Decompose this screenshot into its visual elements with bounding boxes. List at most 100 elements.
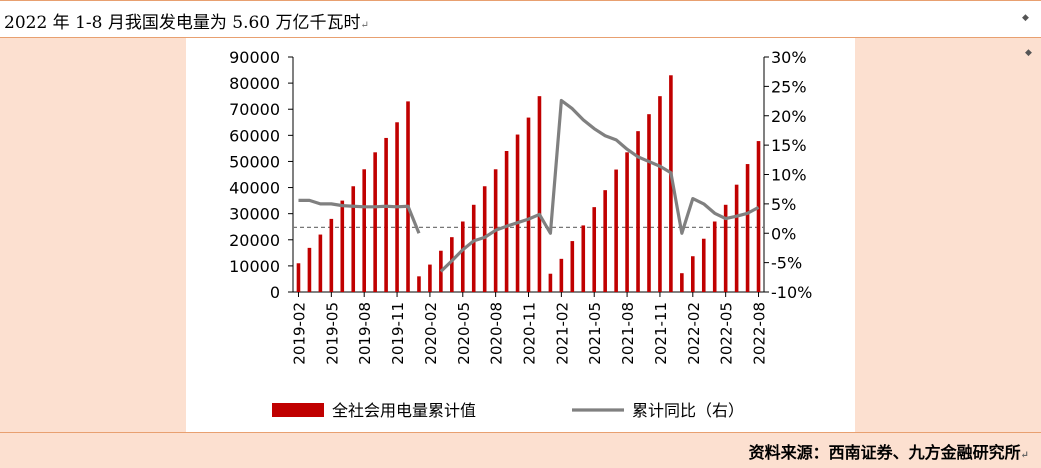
bar-2020-02	[428, 264, 432, 292]
bar-2020-05	[460, 221, 465, 292]
bar-2021-11	[658, 96, 662, 292]
bar-2022-01	[680, 273, 684, 292]
bar-2020-10	[515, 134, 520, 292]
bar-2019-09	[373, 152, 377, 292]
x-tick-label: 2019-02	[290, 302, 308, 365]
yoy-line-segment	[439, 98, 760, 273]
x-tick-label: 2019-05	[323, 302, 341, 365]
bar-2022-02	[691, 256, 695, 292]
bar-2020-07	[482, 186, 487, 292]
legend: 全社会用电量累计值 累计同比（右）	[272, 401, 744, 420]
page-title: 2022 年 1-8 月我国发电量为 5.60 万亿千瓦时↵	[4, 8, 369, 33]
cell-marker: ◆	[1022, 13, 1029, 23]
y-left-tick-label: 90000	[229, 48, 280, 67]
title-rule	[0, 37, 1041, 38]
source-row: 资料来源：西南证券、九方金融研究所↵	[0, 433, 1041, 468]
x-tick-label: 2022-08	[751, 302, 769, 365]
y-left-tick-label: 10000	[229, 257, 280, 276]
x-tick-label: 2019-11	[389, 302, 407, 365]
y-left-tick-label: 80000	[229, 74, 280, 93]
x-tick-label: 2020-11	[521, 302, 539, 365]
x-tick-label: 2021-08	[619, 302, 637, 365]
title-row: 2022 年 1-8 月我国发电量为 5.60 万亿千瓦时↵ ◆	[0, 1, 1041, 37]
source-note: 资料来源：西南证券、九方金融研究所↵	[749, 439, 1029, 463]
x-tick-label: 2020-02	[422, 302, 440, 365]
y-right-tick-label: -10%	[771, 283, 812, 302]
bar-2021-12	[669, 75, 673, 292]
chart-area: 0 10000 20000 30000 40000 50000 60000 70000 8000…	[186, 38, 855, 432]
y-right-tick-label: -5%	[771, 254, 802, 273]
bar-2019-07	[351, 186, 356, 292]
right-margin-panel: ◆	[855, 38, 1041, 432]
x-tick-label: 2021-02	[553, 302, 571, 365]
bar-2019-10	[384, 137, 388, 292]
bar-2021-10	[647, 114, 651, 293]
x-tick-label: 2022-02	[685, 302, 703, 365]
top-rule	[0, 0, 1041, 1]
bar-2021-03	[570, 241, 575, 292]
legend-swatch-bar	[272, 403, 324, 417]
bar-2020-12	[537, 96, 542, 292]
bars-layer	[296, 75, 761, 293]
x-tick-label: 2019-08	[356, 302, 374, 365]
paragraph-mark: ↵	[360, 20, 369, 31]
page-title-text: 2022 年 1-8 月我国发电量为 5.60 万亿千瓦时	[4, 13, 361, 33]
bar-2020-01	[417, 276, 421, 292]
left-margin-panel	[0, 38, 186, 432]
y-left-tick-label: 20000	[229, 231, 280, 250]
y-right-tick-label: 0%	[771, 224, 796, 243]
bar-2020-09	[504, 151, 509, 292]
y-right-tick-label: 20%	[771, 107, 807, 126]
bar-2019-12	[406, 101, 410, 292]
y-right-tick-label: 10%	[771, 166, 807, 185]
y-left-tick-label: 50000	[229, 152, 280, 171]
bar-2019-08	[362, 169, 366, 292]
bar-2020-11	[526, 117, 531, 292]
bar-2021-01	[548, 273, 553, 292]
axes-layer: 0 10000 20000 30000 40000 50000 60000 70000 8000…	[229, 48, 812, 365]
bar-2021-05	[592, 207, 597, 292]
bar-2021-07	[614, 169, 618, 292]
y-left-tick-label: 30000	[229, 205, 280, 224]
bar-2020-04	[450, 237, 454, 292]
bar-2020-06	[471, 204, 476, 292]
bar-2021-08	[625, 152, 629, 292]
y-left-tick-label: 0	[270, 283, 280, 302]
x-tick-label: 2020-08	[488, 302, 506, 365]
paragraph-mark: ↵	[1020, 450, 1029, 461]
bottom-rule	[0, 432, 1041, 433]
y-left-tick-label: 60000	[229, 126, 280, 145]
bar-2019-06	[340, 200, 345, 292]
cell-marker: ◆	[1025, 48, 1032, 58]
y-right-tick-label: 15%	[771, 136, 807, 155]
bar-2021-06	[603, 190, 607, 292]
bar-2022-07	[745, 164, 750, 292]
bar-2021-04	[581, 225, 586, 292]
bar-2019-03	[307, 247, 312, 292]
bar-2019-04	[318, 234, 323, 292]
y-right-tick-label: 25%	[771, 77, 807, 96]
bar-2021-02	[559, 258, 564, 292]
source-text: 资料来源：西南证券、九方金融研究所	[748, 443, 1021, 462]
bar-2021-09	[636, 131, 640, 292]
line-layer	[298, 98, 760, 273]
chart-svg: 0 10000 20000 30000 40000 50000 60000 70000 8000…	[229, 48, 812, 420]
yoy-line-segment	[298, 198, 421, 234]
y-right-tick-label: 5%	[771, 195, 796, 214]
bar-2022-06	[734, 184, 739, 292]
y-left-tick-label: 70000	[229, 100, 280, 119]
legend-label-bar: 全社会用电量累计值	[332, 401, 476, 420]
x-tick-label: 2022-05	[718, 302, 736, 365]
bar-2019-05	[329, 218, 334, 292]
legend-label-line: 累计同比（右）	[632, 401, 744, 420]
bar-2022-04	[712, 221, 717, 292]
x-tick-label: 2020-05	[455, 302, 473, 365]
x-tick-label: 2021-05	[586, 302, 604, 365]
bar-2019-02	[296, 263, 301, 292]
bar-2022-05	[723, 204, 728, 292]
y-left-tick-label: 40000	[229, 179, 280, 198]
bar-2022-08	[756, 141, 761, 292]
bar-2022-03	[701, 238, 706, 292]
x-tick-label: 2021-11	[652, 302, 670, 365]
y-right-tick-label: 30%	[771, 48, 807, 67]
